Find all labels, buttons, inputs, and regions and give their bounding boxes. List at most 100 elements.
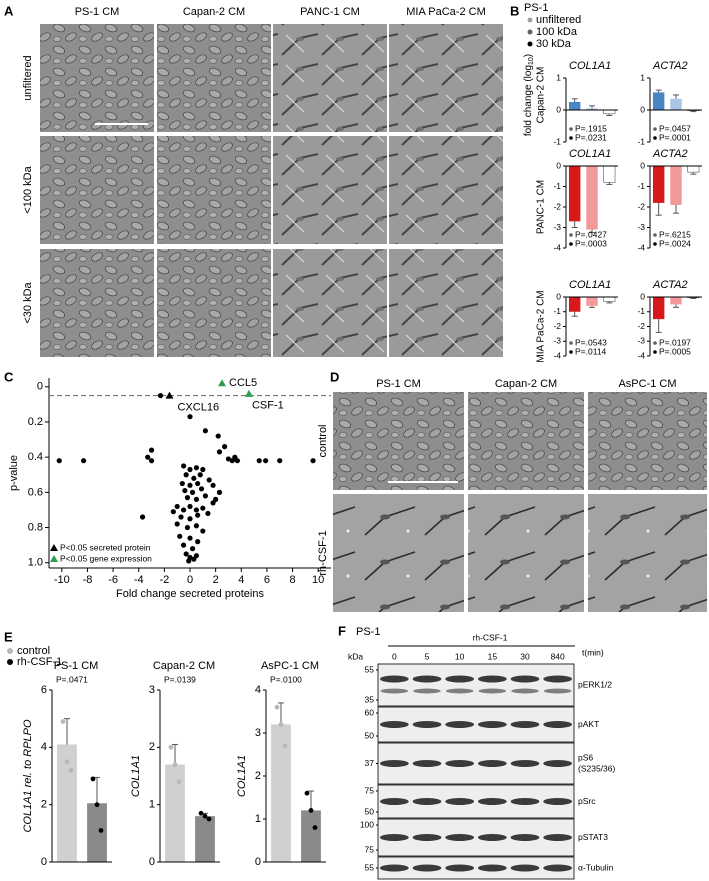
p-value: P=.0024 xyxy=(659,238,691,248)
time-point: 0 xyxy=(392,651,397,661)
band xyxy=(543,688,572,694)
micrograph xyxy=(389,249,503,357)
data-point xyxy=(145,454,151,460)
time-point: 10 xyxy=(455,651,465,661)
data-point xyxy=(216,489,223,495)
treatment: rh-CSF-1 xyxy=(473,632,508,642)
p-value: P=.0427 xyxy=(575,229,607,239)
band xyxy=(478,688,507,694)
p-value: P=.0114 xyxy=(575,346,607,356)
annotation-marker xyxy=(653,242,657,246)
bar xyxy=(87,803,107,862)
legend-label: P<0.05 secreted protein xyxy=(60,542,151,552)
data-point xyxy=(187,414,193,420)
chart-title: COL1A1 xyxy=(569,60,611,72)
row-label: <100 kDa xyxy=(22,165,34,213)
blot-label: (S235/36) xyxy=(578,763,615,773)
band xyxy=(477,798,507,805)
p-value: P=.0001 xyxy=(659,132,691,142)
blot-label: pAKT xyxy=(578,719,599,729)
y-tick-label: 4 xyxy=(255,684,261,696)
band xyxy=(412,760,442,767)
y-tick-label: 1 xyxy=(149,799,155,811)
band xyxy=(510,798,540,805)
y-tick-label: 0.8 xyxy=(28,521,43,533)
data-point xyxy=(222,444,228,450)
row-label: rh-CSF-1 xyxy=(317,530,329,575)
kda-marker: 37 xyxy=(365,758,375,768)
data-point xyxy=(198,486,205,492)
data-point xyxy=(191,475,197,481)
y-tick-label: 3 xyxy=(255,727,261,739)
y-tick-label: 1 xyxy=(556,72,561,82)
data-point xyxy=(187,466,193,473)
micrograph xyxy=(273,249,387,357)
cell-line: PS-1 xyxy=(356,626,380,638)
kda-marker: 55 xyxy=(365,862,375,872)
micrograph xyxy=(588,392,707,490)
p-value: P=.0197 xyxy=(659,337,691,347)
kda-marker: 75 xyxy=(365,785,375,795)
data-point xyxy=(232,454,238,460)
blot xyxy=(377,784,575,819)
data-point xyxy=(195,539,201,545)
x-tick-label: 10 xyxy=(312,574,324,586)
bar xyxy=(301,810,321,862)
y-tick-label: 0 xyxy=(640,160,645,170)
replicate-point xyxy=(168,744,174,750)
y-tick-label: -3 xyxy=(553,222,561,232)
annotation-marker xyxy=(569,242,573,246)
legend-marker xyxy=(50,544,58,551)
panel-label: F xyxy=(338,623,346,638)
bar xyxy=(586,297,598,306)
data-point xyxy=(206,477,212,483)
data-point xyxy=(202,493,208,499)
y-tick-label: 0.2 xyxy=(28,416,43,428)
y-tick-label: 3 xyxy=(149,684,155,696)
annotation-marker xyxy=(653,341,657,345)
y-tick-label: -3 xyxy=(553,336,561,346)
legend-label: P<0.05 gene expression xyxy=(60,553,152,563)
y-tick-label: -1 xyxy=(553,306,561,316)
band xyxy=(412,864,442,872)
legend-marker xyxy=(527,41,533,47)
p-value: P=.0543 xyxy=(575,337,607,347)
legend-marker xyxy=(7,648,13,654)
bar xyxy=(195,816,215,862)
replicate-point xyxy=(60,719,66,724)
y-tick-label: -1 xyxy=(637,136,645,146)
micrograph xyxy=(389,24,503,132)
y-label-close: ) xyxy=(523,54,534,57)
legend-marker xyxy=(7,659,13,665)
legend-marker xyxy=(527,17,533,23)
band xyxy=(412,798,442,805)
micrograph xyxy=(40,24,154,132)
y-tick-label: 2 xyxy=(149,741,155,753)
panel-label: B xyxy=(510,3,519,18)
band xyxy=(477,864,507,872)
data-point xyxy=(157,392,164,399)
bar xyxy=(568,166,581,222)
highlight-label: CCL5 xyxy=(229,377,257,389)
y-axis-label: COL1A1 xyxy=(236,755,248,797)
data-point xyxy=(184,524,191,531)
band xyxy=(380,688,409,694)
data-point xyxy=(193,496,200,502)
data-point xyxy=(256,458,262,464)
legend-label: 30 kDa xyxy=(536,38,572,50)
data-point xyxy=(180,463,187,469)
y-tick-label: -1 xyxy=(553,181,561,191)
band xyxy=(543,721,573,728)
highlight-marker xyxy=(218,379,227,387)
time-point: 5 xyxy=(425,651,430,661)
band xyxy=(543,864,573,872)
bar xyxy=(271,724,291,862)
micrograph xyxy=(468,392,584,490)
kda-marker: 60 xyxy=(365,707,375,717)
replicate-point xyxy=(98,828,104,833)
band xyxy=(510,864,540,872)
micrograph xyxy=(157,249,271,357)
legend-marker xyxy=(527,29,533,35)
y-tick-label: 2 xyxy=(41,799,47,811)
blot-label: pSrc xyxy=(578,796,596,806)
